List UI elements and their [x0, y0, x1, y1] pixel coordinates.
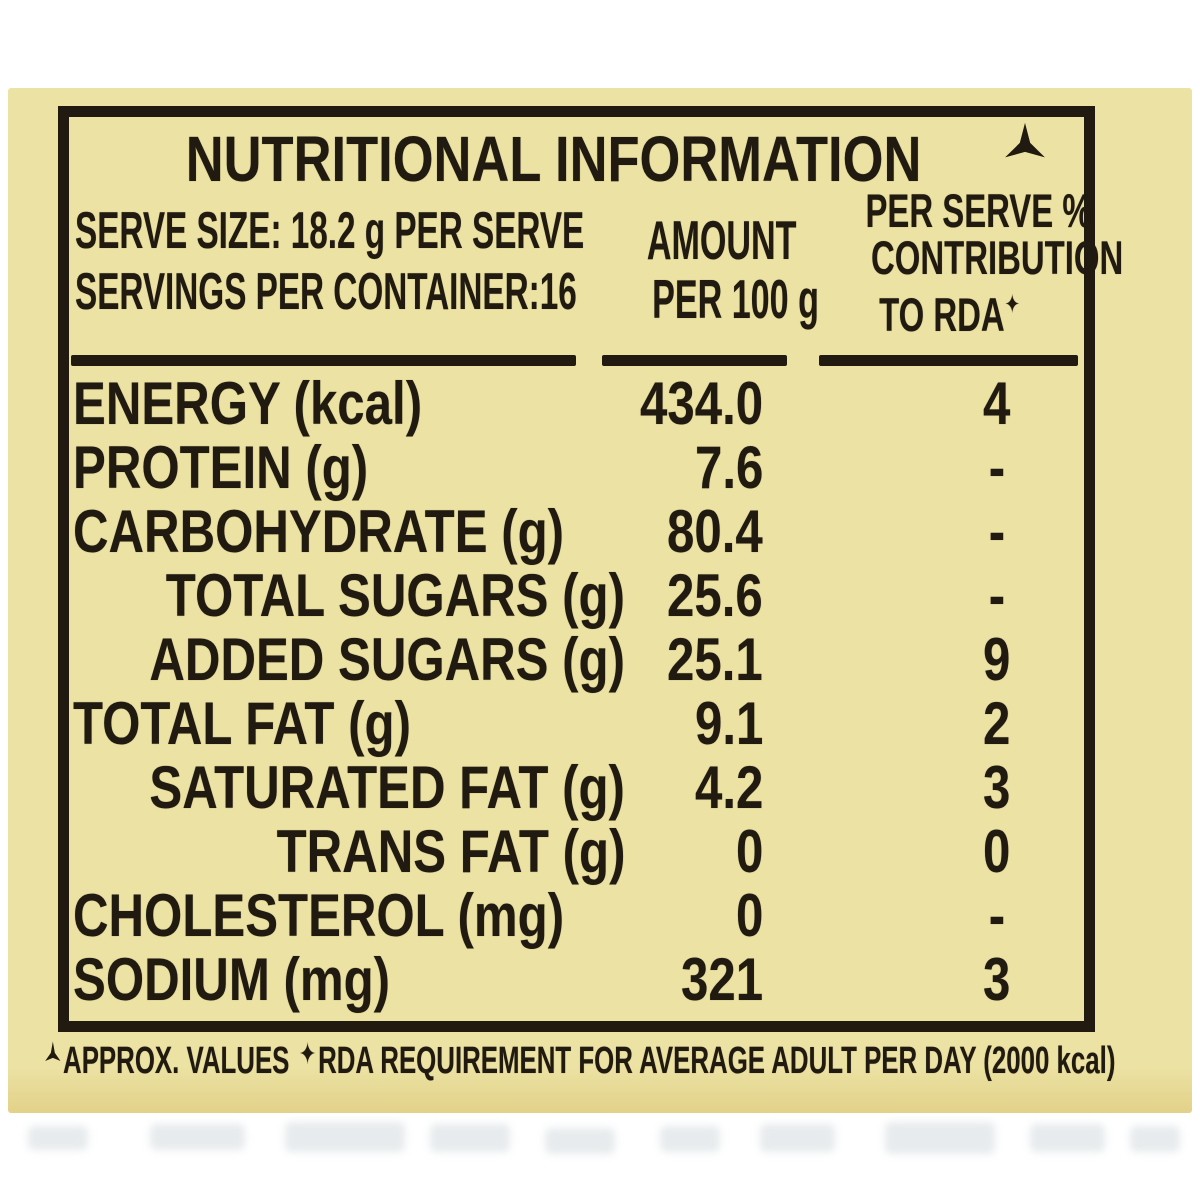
nutrition-row: CARBOHYDRATE (g) 80.4 -	[69, 497, 1084, 565]
row-label: PROTEIN (g)	[73, 433, 369, 501]
row-rda-percent: 3	[983, 945, 1011, 1013]
row-label: SODIUM (mg)	[73, 945, 391, 1013]
serve-size-line: SERVE SIZE: 18.2 g PER SERVE	[75, 202, 585, 260]
row-amount-per-100g: 9.1	[694, 689, 763, 757]
nutrition-row: ADDED SUGARS (g) 25.1 9	[69, 625, 1084, 693]
row-amount-per-100g: 80.4	[667, 497, 763, 565]
row-amount-per-100g: 7.6	[694, 433, 763, 501]
row-label: ADDED SUGARS (g)	[149, 625, 625, 693]
photo-artifacts	[0, 1118, 1200, 1178]
row-rda-percent: 0	[983, 817, 1011, 885]
nutrition-row: SATURATED FAT (g) 4.2 3	[69, 753, 1084, 821]
nutrition-row: ENERGY (kcal) 434.0 4	[69, 369, 1084, 437]
nutrition-row: TOTAL SUGARS (g) 25.6 -	[69, 561, 1084, 629]
row-rda-percent: 9	[983, 625, 1011, 693]
amount-header-line2: PER 100 g	[652, 268, 819, 330]
nutrition-label-panel: NUTRITIONAL INFORMATION SERVE SIZE: 18.2…	[8, 88, 1192, 1113]
approx-star-icon	[1005, 122, 1045, 158]
amount-column-header: AMOUNT PER 100 g	[601, 211, 819, 329]
amount-column-underline	[602, 355, 787, 366]
servings-per-container-line: SERVINGS PER CONTAINER:16	[75, 263, 577, 321]
nutrition-row: TOTAL FAT (g) 9.1 2	[69, 689, 1084, 757]
row-rda-percent: 4	[983, 369, 1011, 437]
row-label: TRANS FAT (g)	[276, 817, 625, 885]
row-label: TOTAL FAT (g)	[73, 689, 411, 757]
rda-header-line2: CONTRIBUTION	[871, 231, 1124, 284]
row-amount-per-100g: 434.0	[639, 369, 763, 437]
footnote: APPROX. VALUES ✦ RDA REQUIREMENT FOR AVE…	[44, 1037, 1116, 1082]
row-amount-per-100g: 321	[680, 945, 763, 1013]
rda-star-icon: ✦	[1005, 289, 1021, 319]
row-rda-percent: -	[988, 881, 1006, 949]
title-row: NUTRITIONAL INFORMATION	[69, 121, 1084, 197]
row-amount-per-100g: 4.2	[694, 753, 763, 821]
footnote-rda-text: RDA REQUIREMENT FOR AVERAGE ADULT PER DA…	[318, 1039, 1116, 1082]
rda-column-underline	[819, 355, 1078, 366]
row-label: ENERGY (kcal)	[73, 369, 423, 437]
nutrition-rows: ENERGY (kcal) 434.0 4 PROTEIN (g) 7.6 - …	[69, 369, 1084, 1013]
serve-size-block: SERVE SIZE: 18.2 g PER SERVE SERVINGS PE…	[75, 201, 871, 323]
rda-header-line1: PER SERVE %	[865, 184, 1092, 237]
serve-size-underline	[71, 355, 576, 366]
row-rda-percent: 3	[983, 753, 1011, 821]
row-label: SATURATED FAT (g)	[149, 753, 625, 821]
row-amount-per-100g: 0	[735, 817, 763, 885]
approx-star-icon-small	[45, 1041, 61, 1062]
row-label: CARBOHYDRATE (g)	[73, 497, 565, 565]
nutrition-row: CHOLESTEROL (mg) 0 -	[69, 881, 1084, 949]
page-title: NUTRITIONAL INFORMATION	[185, 123, 922, 195]
row-amount-per-100g: 25.6	[667, 561, 763, 629]
row-amount-per-100g: 0	[735, 881, 763, 949]
footnote-approx-text: APPROX. VALUES	[63, 1039, 290, 1082]
row-label: CHOLESTEROL (mg)	[73, 881, 565, 949]
row-amount-per-100g: 25.1	[667, 625, 763, 693]
nutrition-row: SODIUM (mg) 321 3	[69, 945, 1084, 1013]
nutrition-table-box: NUTRITIONAL INFORMATION SERVE SIZE: 18.2…	[58, 106, 1123, 1032]
rda-star-icon-small: ✦	[298, 1037, 317, 1071]
row-rda-percent: -	[988, 497, 1006, 565]
nutrition-row: TRANS FAT (g) 0 0	[69, 817, 1084, 885]
rda-column-header: PER SERVE % CONTRIBUTION TO RDA✦	[817, 187, 1123, 341]
row-rda-percent: 2	[983, 689, 1011, 757]
amount-header-line1: AMOUNT	[646, 209, 797, 271]
row-rda-percent: -	[988, 561, 1006, 629]
nutrition-row: PROTEIN (g) 7.6 -	[69, 433, 1084, 501]
rda-header-line3: TO RDA	[879, 288, 1006, 341]
row-rda-percent: -	[988, 433, 1006, 501]
row-label: TOTAL SUGARS (g)	[165, 561, 625, 629]
